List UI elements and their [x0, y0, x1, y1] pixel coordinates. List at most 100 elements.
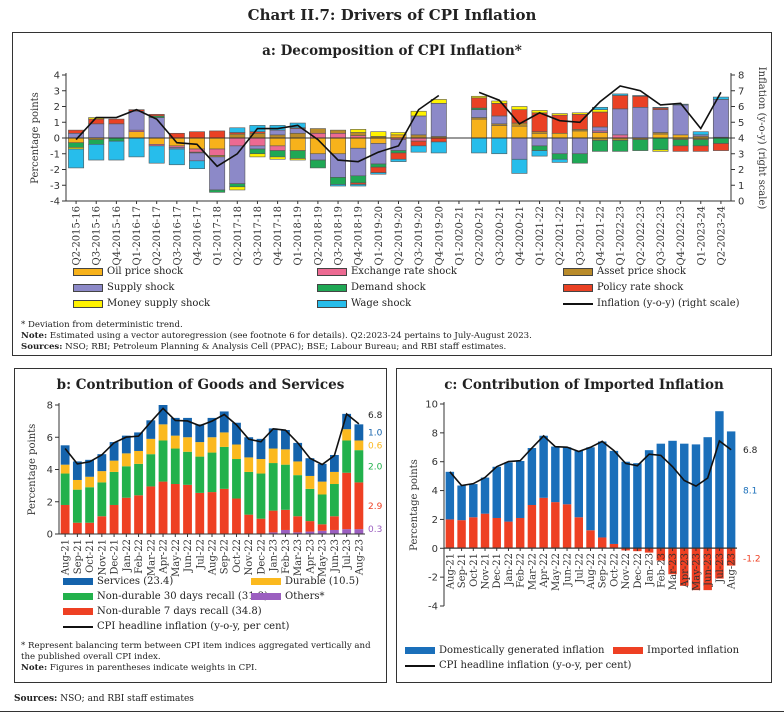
x-tick-label: Q2-2016-17 — [152, 206, 163, 266]
bar-supply-shock — [592, 126, 608, 132]
bar-money-supply-shock — [370, 131, 387, 137]
x-tick-label: Feb-23 — [281, 539, 292, 574]
bar-domestically-generated-inflation — [574, 450, 583, 518]
bar-durable-10-5 — [72, 479, 82, 490]
y-tick-label: 10 — [425, 400, 438, 411]
end-label-1: 2.9 — [368, 502, 383, 512]
bar-durable-10-5 — [354, 440, 364, 451]
x-tick-label: Jun-22 — [563, 553, 574, 587]
bar-policy-rate-shock — [672, 145, 689, 152]
end-label-domestic: 8.1 — [743, 487, 757, 497]
bar-imported-inflation — [668, 548, 677, 575]
legend-swatch — [405, 647, 435, 654]
bar-durable-10-5 — [97, 471, 107, 483]
x-tick-label: Q2-2018-19 — [313, 206, 324, 266]
bar-durable-10-5 — [134, 450, 143, 464]
x-tick-label: Q1-2021-22 — [535, 206, 546, 266]
bar-services-23-4 — [183, 417, 192, 438]
bar-demand-shock — [592, 140, 608, 152]
y-tick-label: -4 — [428, 602, 438, 613]
bar-wage-shock — [108, 140, 125, 161]
end-label-2: 2.0 — [368, 462, 383, 472]
bar-durable-10-5 — [146, 438, 156, 455]
bar-money-supply-shock — [592, 109, 608, 113]
legend-item-cpi: CPI headline inflation (y-o-y, per cent) — [63, 621, 289, 632]
x-tick-label: Sep-21 — [73, 539, 84, 574]
bar-asset-price-shock — [330, 129, 347, 134]
x-tick-label: Q2-2015-16 — [72, 206, 83, 266]
x-tick-label: Apr-23 — [305, 539, 316, 575]
bar-money-supply-shock — [571, 112, 588, 115]
bar-others — [342, 529, 352, 534]
bar-others — [293, 532, 303, 534]
bar-others — [317, 530, 327, 534]
bar-durable-10-5 — [121, 453, 131, 467]
x-tick-label: Jan-22 — [122, 539, 133, 573]
x-tick-label: Jan-23 — [645, 553, 656, 587]
note-label: Note: — [21, 331, 48, 341]
bar-wage-shock — [370, 172, 387, 175]
bar-domestically-generated-inflation — [621, 461, 630, 549]
bar-imported-inflation — [562, 504, 572, 549]
x-tick-label: Dec-21 — [492, 553, 503, 589]
bar-money-supply-shock — [511, 106, 528, 110]
bar-wage-shock — [390, 158, 407, 162]
bar-non-durable-30-days-recall-31-3 — [317, 494, 327, 525]
x-tick-label: Apr-22 — [159, 539, 170, 575]
x-tick-label: Q2-2019-20 — [394, 206, 405, 266]
bar-oil-price-shock — [491, 125, 508, 139]
bar-non-durable-7-days-recall-34-8 — [109, 504, 119, 534]
bar-wage-shock — [410, 145, 427, 153]
x-tick-label: Q4-2017-18 — [273, 206, 284, 266]
bar-wage-shock — [430, 141, 447, 154]
bar-supply-shock — [551, 137, 568, 155]
x-tick-label: Q4-2022-23 — [676, 206, 687, 266]
footnote: * Deviation from deterministic trend. — [21, 320, 183, 330]
y-tick-label: 1 — [54, 118, 60, 129]
bar-imported-inflation — [551, 502, 560, 549]
bar-non-durable-30-days-recall-31-3 — [329, 484, 339, 517]
y-tick-label: 2 — [54, 102, 60, 113]
bar-non-durable-30-days-recall-31-3 — [97, 482, 107, 517]
x-tick-label: May-22 — [551, 553, 562, 591]
legend-swatch — [63, 625, 93, 628]
legend-swatch — [563, 302, 593, 305]
note-text: Figures in parentheses indicate weights … — [47, 663, 258, 673]
legend-item-cpi: CPI headline inflation (y-o-y, per cent) — [405, 660, 631, 671]
bar-domestically-generated-inflation — [457, 485, 466, 521]
bar-oil-price-shock — [531, 132, 548, 139]
bar-imported-inflation — [504, 521, 513, 549]
legend-label: CPI headline inflation (y-o-y, per cent) — [97, 621, 290, 632]
bar-non-durable-30-days-recall-31-3 — [342, 440, 352, 473]
x-tick-label: Dec-21 — [110, 539, 121, 575]
y-tick-label-right: 7 — [738, 86, 744, 97]
bar-services-23-4 — [72, 461, 82, 480]
bar-wage-shock — [551, 158, 568, 163]
legend-item-4: Demand shock — [317, 282, 426, 293]
bar-policy-rate-shock — [471, 97, 488, 109]
bar-durable-10-5 — [219, 432, 229, 447]
bar-durable-10-5 — [170, 435, 180, 449]
bar-policy-rate-shock — [632, 95, 649, 108]
legend-swatch — [317, 267, 347, 276]
x-tick-label: Q1-2018-19 — [293, 206, 304, 266]
x-tick-label: Nov-22 — [621, 553, 632, 590]
x-tick-label: Jul-23 — [342, 539, 353, 570]
y-tick-label-right: 5 — [738, 118, 744, 129]
legend-swatch — [73, 299, 103, 308]
bar-wage-shock — [229, 127, 246, 133]
bar-domestically-generated-inflation — [656, 443, 666, 549]
bar-domestically-generated-inflation — [551, 446, 560, 503]
bar-domestically-generated-inflation — [504, 462, 513, 522]
legend-swatch — [317, 299, 347, 308]
bar-non-durable-30-days-recall-31-3 — [281, 464, 290, 510]
bar-durable-10-5 — [281, 449, 290, 465]
bar-demand-shock — [632, 139, 649, 151]
y-tick-label: -2 — [428, 573, 438, 584]
sources-label: Sources: — [21, 342, 63, 352]
legend-item-nd7: Non-durable 7 days recall (34.8) — [63, 606, 262, 617]
y-tick-label: 0 — [432, 544, 438, 555]
x-tick-label: Q3-2019-20 — [414, 206, 425, 266]
bar-services-23-4 — [219, 411, 229, 433]
